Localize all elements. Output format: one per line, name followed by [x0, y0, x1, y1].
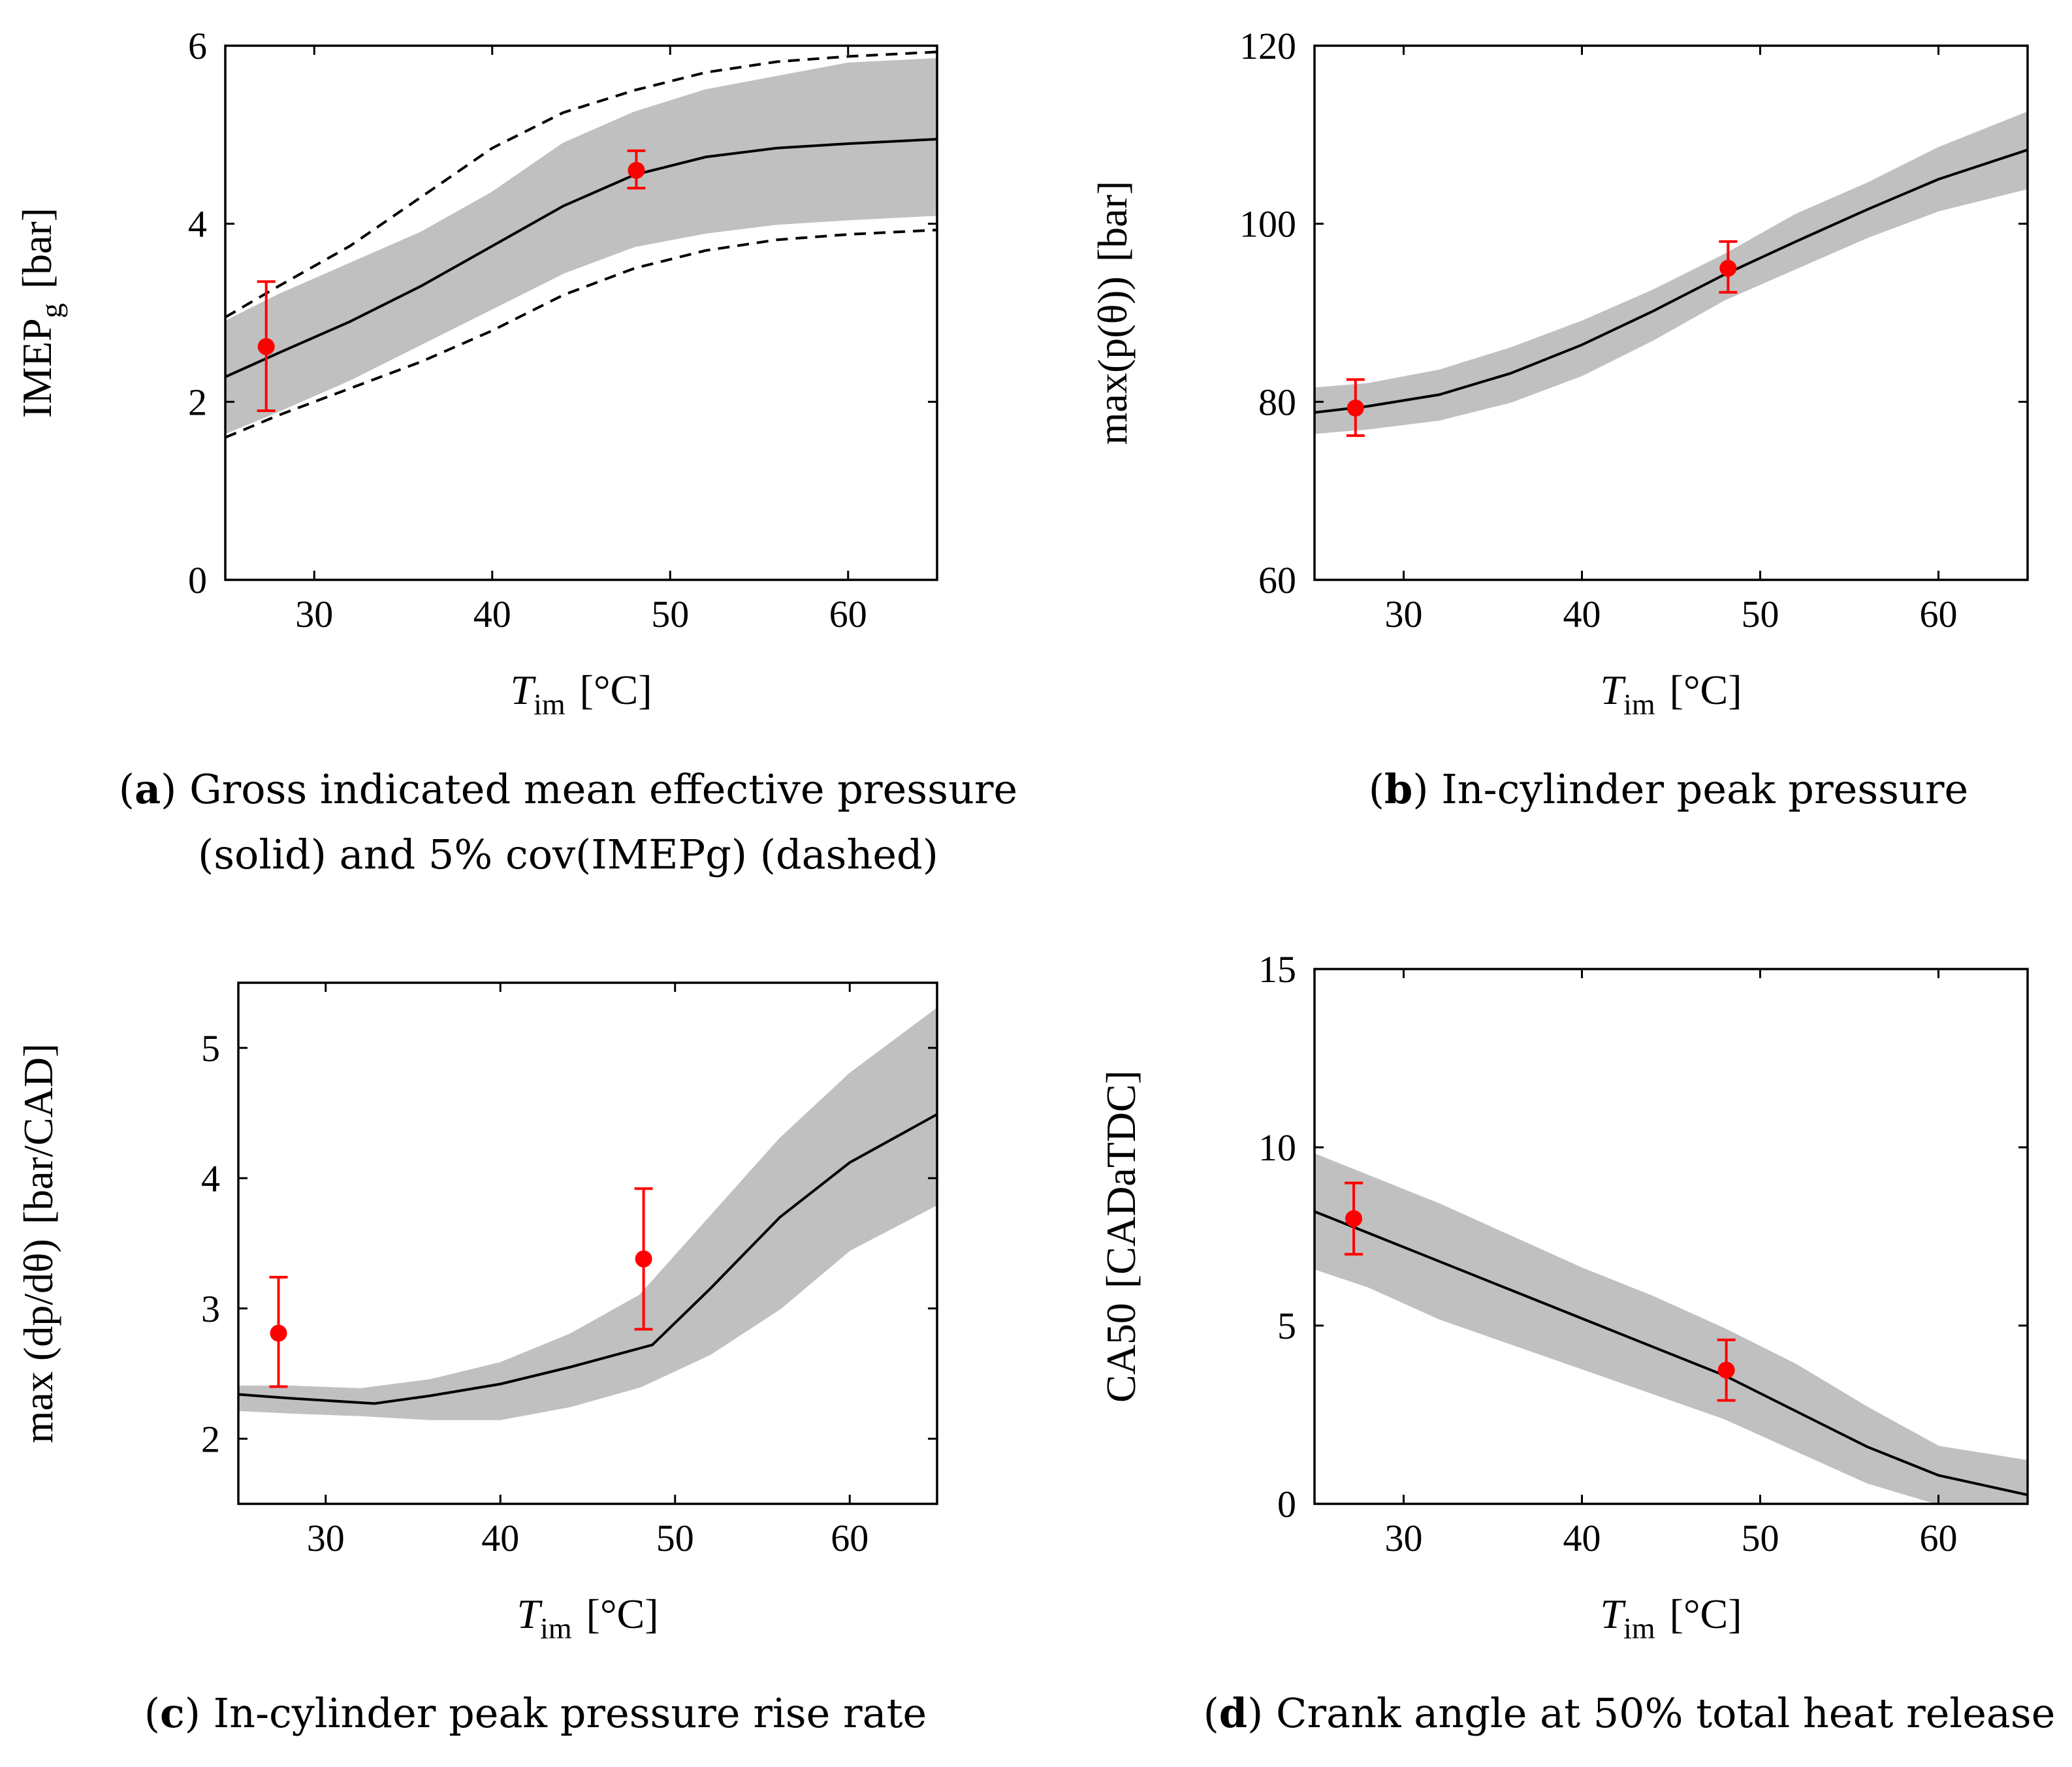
data-point [628, 161, 645, 179]
y-axis-label: max(p(θ))[bar] [1089, 181, 1136, 445]
x-axis-label: Tim [°C] [510, 667, 652, 721]
x-tick-label: 50 [1742, 1517, 1779, 1559]
plot-frame [237, 981, 938, 1505]
y-tick-label: 5 [201, 1027, 220, 1070]
caption-line: (b) In-cylinder peak pressure [1369, 765, 1968, 813]
uncertainty-band [238, 1008, 937, 1420]
y-tick-label: 2 [188, 381, 207, 423]
data-point [257, 338, 275, 355]
x-tick-label: 60 [831, 1517, 869, 1559]
data-point [270, 1324, 287, 1342]
plot-frame [1313, 44, 2029, 581]
uncertainty-band [1315, 1153, 2028, 1504]
y-axis-label: IMEPg[bar] [14, 208, 68, 418]
y-tick-label: 80 [1258, 381, 1296, 423]
caption-line: (c) In-cylinder peak pressure rise rate [144, 1689, 927, 1737]
y-tick-label: 4 [188, 203, 207, 246]
y-tick-label: 10 [1258, 1126, 1296, 1169]
series-line-solid [1315, 148, 2028, 414]
series-line-solid [238, 1113, 937, 1405]
y-tick-label: 2 [201, 1418, 220, 1460]
chart-panel-b: 30 40 50 60 60 80 100 120 Tim [°C] max(p(θ))[bar] (… [1089, 25, 2029, 813]
series-line-solid [225, 138, 937, 379]
caption-line: (solid) and 5% cov(IMEPg) (dashed) [198, 831, 938, 878]
y-tick-label: 4 [201, 1157, 220, 1200]
y-tick-label: 5 [1277, 1305, 1296, 1347]
x-tick-label: 30 [1385, 593, 1423, 635]
chart-panel-c: 30 40 50 60 2 3 4 5 Tim [°C] max (dp/dθ)[bar/CAD] (… [15, 981, 938, 1737]
measurement-point [1346, 378, 1365, 438]
x-axis-label: Tim [°C] [1600, 1591, 1742, 1645]
x-tick-label: 50 [1742, 593, 1779, 635]
plot-frame [224, 44, 938, 581]
y-tick-label: 6 [188, 25, 207, 67]
measurement-point [1345, 1181, 1363, 1256]
caption-line: (d) Crank angle at 50% total heat releas… [1203, 1689, 2056, 1737]
x-tick-label: 60 [1920, 593, 1958, 635]
y-axis-label: max (dp/dθ)[bar/CAD] [15, 1043, 61, 1444]
y-tick-label: 3 [201, 1288, 220, 1330]
chart-panel-a: 30 40 50 60 0 2 4 6 Tim [°C] IMEPg[bar] (a) Gross i… [14, 25, 1017, 878]
measurement-point [257, 280, 276, 412]
chart-panel-d: 30 40 50 60 0 5 10 15 Tim [°C] CA50[CADaTDC] (d) Cr… [1098, 948, 2055, 1737]
data-point [1719, 259, 1737, 277]
y-tick-label: 15 [1258, 948, 1296, 991]
measurement-point [634, 1187, 653, 1331]
x-tick-label: 40 [473, 593, 511, 635]
measurement-point [1717, 1338, 1736, 1402]
uncertainty-band [225, 57, 937, 434]
y-tick-label: 60 [1258, 559, 1296, 601]
x-tick-label: 60 [1920, 1517, 1958, 1559]
y-tick-label: 0 [1277, 1483, 1296, 1525]
x-tick-label: 50 [656, 1517, 694, 1559]
x-tick-label: 50 [651, 593, 689, 635]
series-line-dashed [225, 50, 937, 319]
x-tick-label: 30 [295, 593, 333, 635]
x-axis-label: Tim [°C] [517, 1591, 658, 1645]
measurement-point [627, 149, 646, 190]
x-tick-label: 40 [481, 1517, 519, 1559]
series-line-dashed [225, 229, 937, 439]
x-tick-label: 30 [307, 1517, 345, 1559]
x-tick-label: 60 [829, 593, 867, 635]
data-point [1717, 1361, 1735, 1379]
x-tick-label: 40 [1563, 1517, 1601, 1559]
caption-line: (a) Gross indicated mean effective press… [119, 765, 1017, 813]
plot-frame [1313, 968, 2029, 1505]
y-tick-label: 0 [188, 559, 207, 601]
uncertainty-band [1315, 111, 2028, 434]
x-tick-label: 40 [1563, 593, 1601, 635]
measurement-point [269, 1275, 288, 1388]
data-point [1347, 399, 1364, 417]
y-tick-label: 120 [1239, 25, 1296, 67]
data-point [1345, 1210, 1363, 1228]
y-tick-label: 100 [1239, 203, 1296, 246]
measurement-point [1719, 240, 1738, 294]
data-point [635, 1250, 652, 1267]
x-tick-label: 30 [1385, 1517, 1423, 1559]
x-axis-label: Tim [°C] [1600, 667, 1742, 721]
y-axis-label: CA50[CADaTDC] [1098, 1070, 1144, 1403]
series-line-solid [1315, 1210, 2028, 1497]
